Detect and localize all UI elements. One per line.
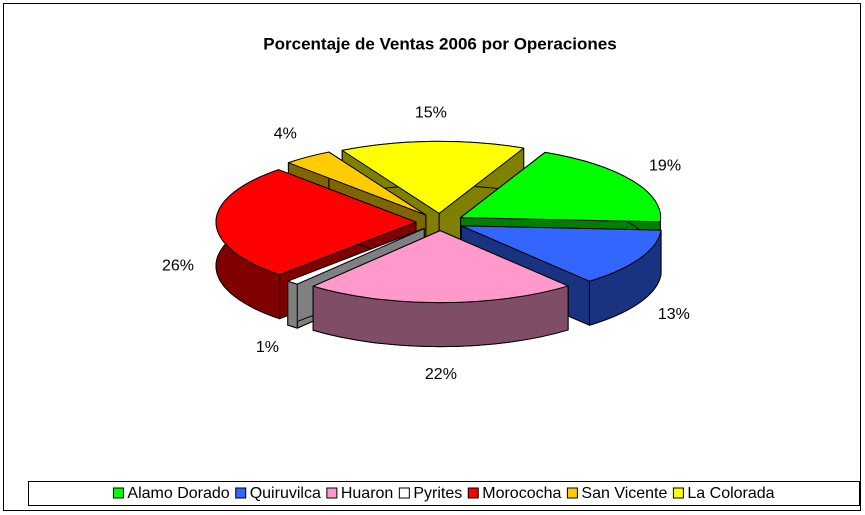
slice-top [215, 169, 417, 276]
legend-swatch [235, 487, 247, 499]
data-label: 1% [256, 339, 279, 356]
data-label: 19% [649, 158, 681, 175]
legend-label: Huaron [341, 485, 393, 502]
data-label: 26% [162, 258, 194, 275]
legend-swatch [672, 487, 684, 499]
slice-top [460, 225, 662, 282]
data-label: 4% [274, 126, 297, 143]
slice-top [287, 228, 425, 285]
legend-item: Quiruvilca [235, 485, 321, 502]
legend-label: Quiruvilca [250, 485, 321, 502]
legend [28, 481, 860, 506]
legend-item: Huaron [326, 485, 393, 502]
legend-item: Morococha [467, 485, 561, 502]
legend-swatch [112, 487, 124, 499]
legend-item: San Vicente [566, 485, 667, 502]
legend-swatch [566, 487, 578, 499]
legend-label: Morococha [482, 485, 561, 502]
legend-label: Alamo Dorado [127, 485, 229, 502]
slice-top [341, 140, 525, 214]
slice-top [287, 151, 427, 216]
slice-top [460, 151, 662, 223]
slice-top [312, 230, 569, 304]
data-label: 15% [415, 105, 447, 122]
legend-item: Alamo Dorado [112, 485, 230, 502]
legend-label: La Colorada [687, 485, 774, 502]
legend-swatch [467, 487, 479, 499]
chart-title: Porcentaje de Ventas 2006 por Operacione… [263, 34, 616, 53]
slice-outer-wall [287, 280, 298, 329]
legend-item: La Colorada [672, 485, 775, 502]
legend-swatch [398, 487, 410, 499]
legend-swatch [326, 487, 338, 499]
legend-label: San Vicente [581, 485, 667, 502]
legend-label: Pyrites [413, 485, 462, 502]
legend-item: Pyrites [398, 485, 462, 502]
data-label: 13% [658, 306, 690, 323]
pie [215, 140, 662, 348]
data-label: 22% [425, 366, 457, 383]
slice [312, 230, 569, 348]
